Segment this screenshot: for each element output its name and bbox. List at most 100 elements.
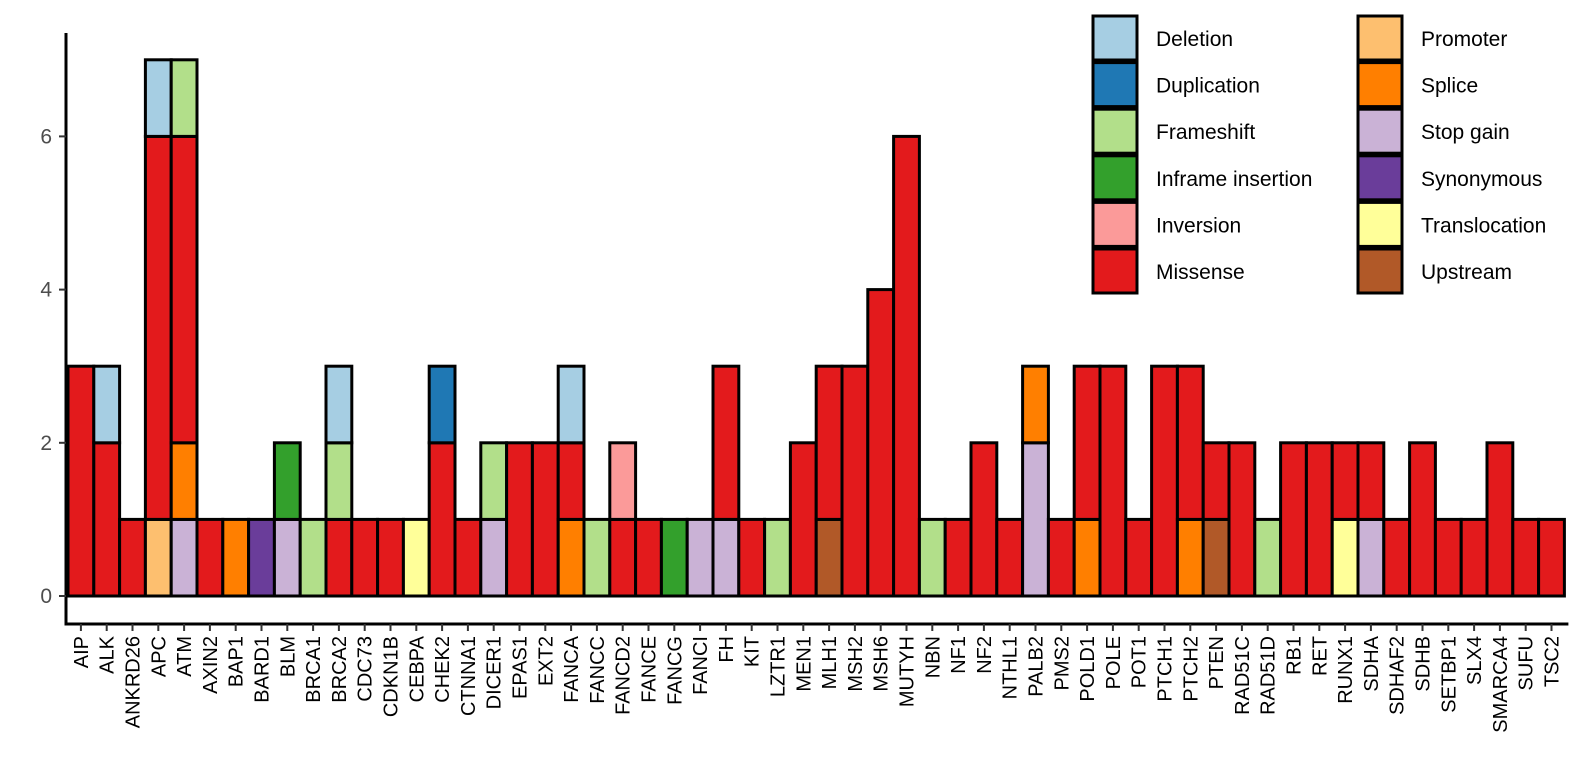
bar-msh6-missense: [866, 288, 896, 598]
x-tick-label-pms2: PMS2: [1051, 636, 1073, 690]
bar-ptch2-missense: [1175, 364, 1205, 521]
legend-label-synonymous: Synonymous: [1421, 168, 1542, 191]
x-tick-label-msh6: MSH6: [871, 636, 893, 692]
bar-sdhaf2-missense: [1382, 517, 1412, 598]
bar-pot1-missense: [1124, 517, 1154, 598]
y-tick-label: 0: [40, 585, 52, 608]
legend-swatch-synonymous: [1356, 154, 1404, 202]
legend-swatch-translocation: [1356, 200, 1404, 248]
x-tick-label-mlh1: MLH1: [819, 636, 841, 689]
y-tick-label: 6: [40, 125, 52, 148]
bar-lztr1-frameshift: [763, 517, 792, 598]
x-tick-label-brca2: BRCA2: [329, 636, 351, 703]
bar-nf1-missense: [943, 517, 973, 598]
bar-palb2-stop-gain: [1021, 441, 1050, 598]
bar-msh2-missense: [840, 364, 870, 598]
bar-segments: [66, 58, 1566, 598]
x-tick-label-epas1: EPAS1: [510, 636, 532, 699]
bar-sufu-missense: [1511, 517, 1541, 598]
bar-atm-stop-gain: [169, 517, 199, 598]
legend-label-inversion: Inversion: [1156, 214, 1241, 237]
x-tick-label-pole: POLE: [1103, 636, 1125, 689]
bar-apc-missense: [143, 134, 173, 521]
x-tick-label-rad51c: RAD51C: [1232, 636, 1254, 715]
legend-swatch-inframe-insertion: [1091, 154, 1139, 202]
bar-cebpa-translocation: [401, 517, 431, 598]
legend-swatch-upstream: [1356, 247, 1404, 295]
x-tick-label-pot1: POT1: [1129, 636, 1151, 688]
bar-slx4-missense: [1459, 517, 1489, 598]
legend-label-upstream: Upstream: [1421, 261, 1512, 284]
x-tick-label-pten: PTEN: [1206, 636, 1228, 689]
x-tick-label-aip: AIP: [71, 636, 93, 668]
bar-fancd2-missense: [608, 517, 638, 598]
bar-pole-missense: [1098, 364, 1128, 598]
x-tick-label-ptch2: PTCH2: [1180, 636, 1202, 702]
bar-runx1-missense: [1330, 441, 1360, 521]
bar-fh-stop-gain: [711, 517, 741, 598]
bar-ret-missense: [1304, 441, 1334, 598]
bar-palb2-splice: [1021, 364, 1050, 445]
x-tick-label-runx1: RUNX1: [1335, 636, 1357, 704]
legend-swatch-frameshift: [1091, 107, 1139, 155]
x-tick-label-bap1: BAP1: [226, 636, 248, 687]
bar-alk-deletion: [92, 364, 122, 445]
x-tick-label-setbp1: SETBP1: [1438, 636, 1460, 713]
x-tick-label-men1: MEN1: [793, 636, 815, 692]
bar-rad51c-missense: [1227, 441, 1257, 598]
bar-brca1-frameshift: [298, 517, 328, 598]
legend-label-splice: Splice: [1421, 75, 1478, 98]
bar-atm-missense: [169, 134, 199, 445]
bar-kit-missense: [737, 517, 767, 598]
x-tick-label-atm: ATM: [174, 636, 196, 677]
bar-nbn-frameshift: [917, 517, 947, 598]
x-tick-label-sdhaf2: SDHAF2: [1387, 636, 1409, 715]
bar-runx1-translocation: [1330, 517, 1360, 598]
x-tick-label-cdc73: CDC73: [355, 636, 377, 702]
x-tick-label-rad51d: RAD51D: [1258, 636, 1280, 715]
bar-brca2-deletion: [324, 364, 354, 445]
bar-men1-missense: [788, 441, 818, 598]
bar-setbp1-missense: [1433, 517, 1463, 598]
x-axis: AIP ALK ANKRD26 APC ATM AXIN2 BAP1 BARD1 BLM BRCA…: [64, 622, 1569, 733]
bar-nf2-missense: [969, 441, 999, 598]
bar-blm-inframe-insertion: [272, 441, 302, 521]
bar-pms2-missense: [1046, 517, 1076, 598]
bar-chek2-missense: [427, 441, 457, 598]
legend-swatch-inversion: [1091, 200, 1139, 248]
x-tick-label-blm: BLM: [277, 636, 299, 677]
bar-sdha-missense: [1356, 441, 1386, 521]
x-tick-label-cebpa: CEBPA: [406, 635, 428, 702]
x-tick-label-sdhb: SDHB: [1413, 636, 1435, 692]
bar-sdhb-missense: [1408, 441, 1437, 598]
bar-fancd2-inversion: [608, 441, 638, 521]
bar-ext2-missense: [530, 441, 560, 598]
x-tick-label-rb1: RB1: [1284, 636, 1306, 675]
bar-mlh1-missense: [814, 364, 844, 521]
bar-atm-splice: [169, 441, 199, 521]
legend-label-translocation: Translocation: [1421, 214, 1546, 237]
x-tick-label-dicer1: DICER1: [484, 636, 506, 709]
x-tick-label-nthl1: NTHL1: [1000, 636, 1022, 699]
x-tick-label-ptch1: PTCH1: [1155, 636, 1177, 702]
legend-label-stop-gain: Stop gain: [1421, 121, 1510, 144]
x-tick-label-lztr1: LZTR1: [768, 636, 790, 697]
bar-fancc-frameshift: [582, 517, 612, 598]
x-tick-label-mutyh: MUTYH: [897, 636, 919, 707]
x-tick-label-msh2: MSH2: [845, 636, 867, 692]
bar-bap1-splice: [221, 517, 251, 598]
bar-fanca-splice: [556, 517, 586, 598]
x-tick-label-brca1: BRCA1: [303, 636, 325, 703]
bar-pold1-splice: [1072, 517, 1102, 598]
bar-blm-stop-gain: [272, 517, 302, 598]
bar-rad51d-frameshift: [1253, 517, 1283, 598]
bar-ptch2-splice: [1175, 517, 1205, 598]
bar-sdha-stop-gain: [1356, 517, 1386, 598]
bar-chek2-duplication: [427, 364, 457, 445]
y-axis: 0 2 4 6: [40, 33, 68, 626]
y-tick-label: 4: [40, 279, 52, 302]
x-tick-label-axin2: AXIN2: [200, 636, 222, 694]
x-tick-label-alk: ALK: [97, 635, 119, 673]
bar-fanci-stop-gain: [685, 517, 715, 598]
